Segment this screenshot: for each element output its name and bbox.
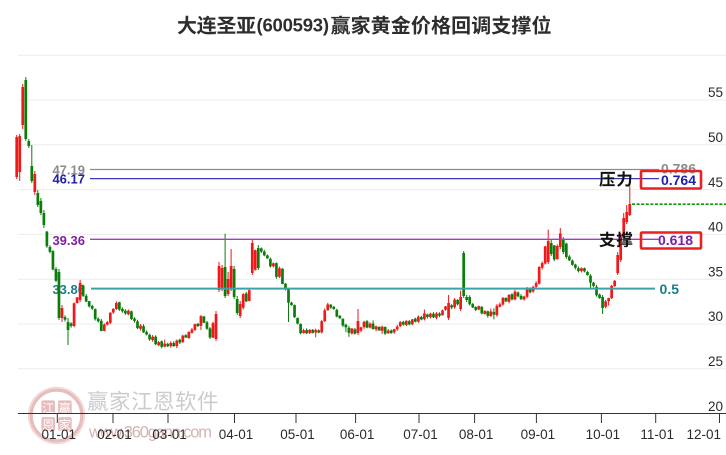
svg-text:01-01: 01-01	[42, 427, 77, 442]
svg-text:0.764: 0.764	[661, 172, 696, 188]
svg-text:0.618: 0.618	[658, 232, 693, 248]
svg-text:(600593): (600593)	[257, 15, 330, 36]
svg-text:02-01: 02-01	[97, 427, 132, 442]
svg-text:39.36: 39.36	[52, 233, 85, 248]
svg-text:20: 20	[708, 399, 723, 414]
svg-text:05-01: 05-01	[280, 427, 315, 442]
svg-text:0.5: 0.5	[660, 281, 680, 297]
svg-text:46.17: 46.17	[52, 172, 85, 187]
svg-text:06-01: 06-01	[340, 427, 375, 442]
svg-text:08-01: 08-01	[459, 427, 494, 442]
svg-text:33.86: 33.86	[52, 282, 85, 297]
svg-text:40: 40	[708, 220, 723, 235]
svg-text:55: 55	[708, 85, 723, 100]
svg-text:35: 35	[708, 264, 723, 279]
svg-text:03-01: 03-01	[152, 427, 187, 442]
svg-text:47.19: 47.19	[52, 163, 85, 178]
svg-text:30: 30	[708, 309, 723, 324]
svg-text:12-01: 12-01	[686, 427, 721, 442]
svg-text:50: 50	[708, 130, 723, 145]
svg-text:04-01: 04-01	[219, 427, 254, 442]
svg-text:25: 25	[708, 354, 723, 369]
svg-text:45: 45	[708, 175, 723, 190]
svg-text:11-01: 11-01	[640, 427, 674, 442]
svg-text:09-01: 09-01	[521, 427, 556, 442]
svg-text:www.360gann.com: www.360gann.com	[88, 424, 212, 442]
svg-text:10-01: 10-01	[586, 427, 621, 442]
svg-text:07-01: 07-01	[403, 427, 438, 442]
